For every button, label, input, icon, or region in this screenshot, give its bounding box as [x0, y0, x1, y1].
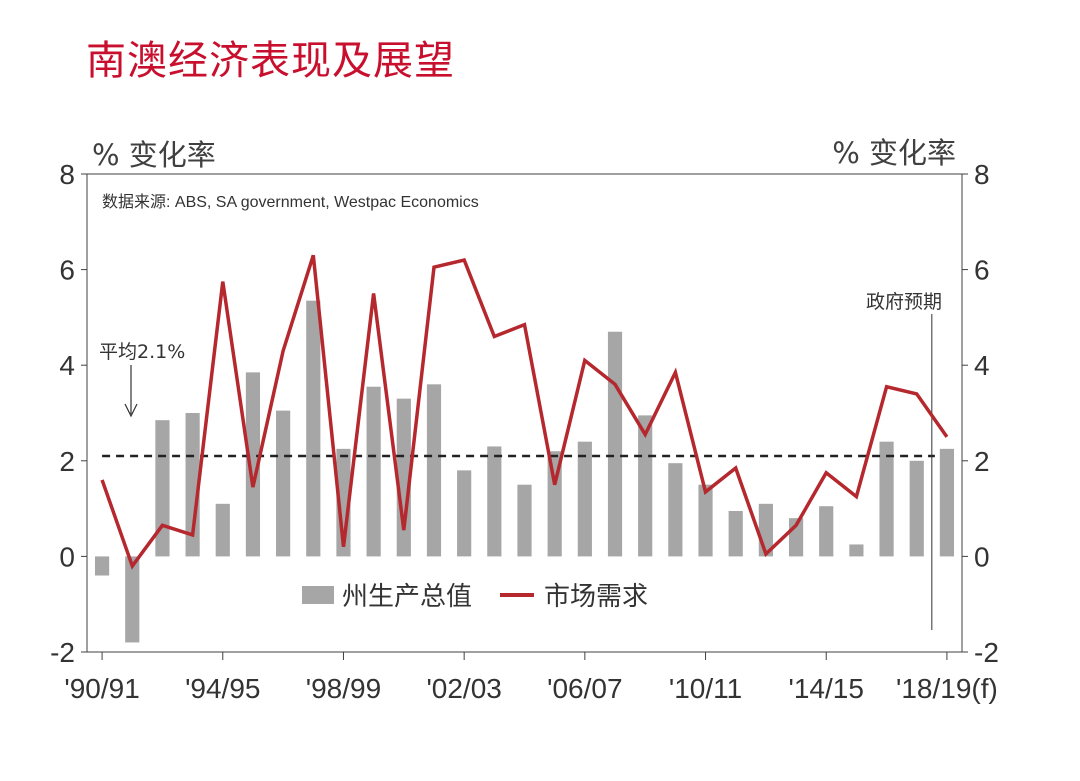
legend-line-swatch: [500, 592, 535, 597]
forecast-label: 政府预期: [866, 291, 943, 313]
bar: [668, 463, 683, 557]
legend: 州生产总值 市场需求: [302, 576, 648, 613]
source-note: 数据来源: ABS, SA government, Westpac Econom…: [102, 194, 479, 211]
bar: [396, 398, 411, 557]
y-tick-label-right: -2: [974, 637, 999, 668]
bar: [819, 506, 834, 557]
bar: [94, 556, 110, 576]
y-tick-label-right: 4: [974, 350, 990, 381]
bar: [849, 544, 864, 557]
y-tick-label-left: 2: [59, 446, 75, 477]
bar: [909, 460, 924, 557]
x-tick-label: '94/95: [185, 673, 260, 704]
demand-line: [100, 254, 949, 570]
bar: [245, 372, 261, 557]
y-tick-label-right: 2: [974, 446, 990, 477]
y-tick-label-left: -2: [50, 637, 75, 668]
bar: [306, 300, 321, 557]
bar: [517, 484, 532, 557]
x-tick-label: '98/99: [306, 673, 381, 704]
y-tick-label-right: 6: [974, 255, 990, 286]
x-tick-label: '90/91: [64, 673, 139, 704]
bar: [215, 503, 230, 557]
x-tick-label: '18/19(f): [896, 673, 998, 704]
bar: [939, 448, 955, 557]
bar: [607, 331, 623, 557]
bar: [125, 556, 140, 643]
y-tick-label-left: 6: [59, 255, 75, 286]
left-axis-unit: % 变化率: [92, 138, 216, 172]
y-tick-label-right: 0: [974, 541, 990, 572]
x-tick-label: '14/15: [789, 673, 864, 704]
x-tick-label: '02/03: [426, 673, 501, 704]
y-tick-label-left: 0: [59, 541, 75, 572]
average-label: 平均2.1%: [99, 341, 186, 363]
bar: [487, 446, 502, 557]
average-arrow-head: [124, 403, 138, 418]
bar: [728, 510, 743, 557]
y-tick-label-right: 8: [974, 159, 990, 190]
legend-line-label: 市场需求: [544, 582, 649, 612]
y-tick-label-left: 8: [59, 159, 75, 190]
legend-bar-swatch: [302, 585, 334, 604]
x-tick-label: '10/11: [669, 673, 742, 704]
bar: [426, 384, 442, 557]
x-tick-label: '06/07: [547, 673, 622, 704]
bar: [185, 413, 200, 557]
bar: [577, 441, 592, 557]
bar: [155, 420, 170, 557]
page-title: 南澳经济表现及展望: [86, 38, 455, 84]
right-axis-unit: % 变化率: [832, 136, 956, 170]
bar: [457, 470, 472, 557]
bar: [366, 386, 381, 557]
y-tick-label-left: 4: [59, 350, 75, 381]
legend-bar-label: 州生产总值: [342, 582, 473, 612]
bar: [638, 415, 653, 557]
bar: [879, 441, 894, 557]
bar: [698, 484, 713, 557]
bar: [276, 410, 291, 557]
